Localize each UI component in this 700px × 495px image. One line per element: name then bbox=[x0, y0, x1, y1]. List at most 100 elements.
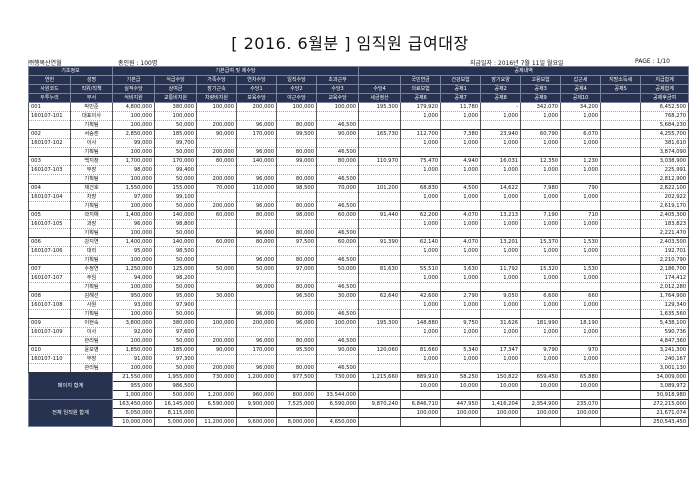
amount-cell: 1,000 bbox=[480, 111, 522, 121]
amount-cell bbox=[600, 129, 642, 139]
amount-cell: 80,000 bbox=[236, 210, 277, 220]
amount-cell bbox=[600, 399, 642, 409]
amount-cell bbox=[358, 111, 402, 121]
row-id-cell: 007 bbox=[28, 264, 71, 274]
table-row: 기획팀 100,000 50,000 200,000 96,000 80,000 46,50… bbox=[28, 174, 690, 184]
header-row-2: 연번 성명 기본급 식급수당 가족수당 연차수당 일직수당 초과근무 국민연금 건강보험 장기요양 고… bbox=[28, 75, 690, 85]
amount-cell: 99,000 bbox=[112, 138, 155, 148]
amount-cell: 15,370 bbox=[520, 237, 562, 247]
amount-cell: 1,000 bbox=[480, 273, 522, 283]
header-pay-allowances: 기본급여 및 제수당 bbox=[111, 66, 360, 76]
header-cell: 두투누리 bbox=[28, 93, 71, 103]
amount-cell bbox=[600, 120, 642, 130]
amount-cell: 6,846,710 bbox=[400, 399, 442, 409]
amount-cell bbox=[600, 174, 642, 184]
amount-cell: 1,000 bbox=[440, 111, 482, 121]
amount-cell: 80,000 bbox=[276, 309, 317, 319]
amount-cell: 80,000 bbox=[276, 147, 317, 157]
amount-cell bbox=[400, 309, 442, 319]
header-cell: 공제1 bbox=[440, 84, 482, 94]
header-cell: 상여금 bbox=[154, 84, 197, 94]
amount-cell: 50,000 bbox=[154, 120, 197, 130]
amount-cell: 95,000 bbox=[112, 246, 155, 256]
amount-cell: 97,500 bbox=[276, 237, 317, 247]
amount-cell: 1,550,000 bbox=[112, 183, 155, 193]
table-row: 160107-106 대리 95,000 98,500 1,000 1,000 1,000 1… bbox=[28, 246, 690, 256]
amount-cell bbox=[315, 408, 360, 418]
header-cell: 세금정산 bbox=[358, 93, 402, 103]
header-cell: 실적수당 bbox=[112, 84, 155, 94]
amount-cell bbox=[600, 183, 642, 193]
amount-cell: 1,000 bbox=[520, 327, 562, 337]
amount-cell: 96,000 bbox=[236, 120, 277, 130]
row-id-cell: 160107-103 bbox=[28, 165, 71, 175]
page-number: PAGE : 1/10 bbox=[635, 58, 670, 65]
row-id-cell: 001 bbox=[28, 102, 71, 112]
amount-cell: 98,500 bbox=[154, 246, 197, 256]
amount-cell bbox=[600, 381, 642, 391]
row-id-cell bbox=[28, 363, 71, 373]
amount-cell: 90,000 bbox=[315, 345, 360, 355]
amount-cell: 986,500 bbox=[154, 381, 197, 391]
amount-cell: 80,000 bbox=[276, 363, 317, 373]
amount-cell: 30,918,980 bbox=[640, 390, 690, 400]
amount-cell: 3,874,090 bbox=[640, 147, 690, 157]
header-cell: 공제10 bbox=[560, 93, 602, 103]
amount-cell bbox=[520, 363, 562, 373]
amount-cell: 100,000 bbox=[112, 255, 155, 265]
amount-cell: 75,470 bbox=[400, 156, 442, 166]
amount-cell: 16,145,000 bbox=[154, 399, 197, 409]
amount-cell: 4,940 bbox=[440, 156, 482, 166]
amount-cell: 1,000 bbox=[560, 246, 602, 256]
amount-cell bbox=[440, 255, 482, 265]
amount-cell: 100,000 bbox=[315, 102, 360, 112]
amount-cell: 10,000 bbox=[480, 381, 522, 391]
amount-cell: 110,970 bbox=[358, 156, 402, 166]
header-cell: 일직수당 bbox=[276, 75, 317, 85]
table-row: 004 채건호 1,550,000 155,000 70,000 110,000 98,50… bbox=[28, 183, 690, 193]
amount-cell: 50,000 bbox=[154, 336, 197, 346]
amount-cell bbox=[358, 120, 402, 130]
amount-cell bbox=[600, 192, 642, 202]
amount-cell: 50,000 bbox=[154, 174, 197, 184]
amount-cell bbox=[358, 309, 402, 319]
amount-cell bbox=[236, 300, 277, 310]
amount-cell: 2,221,470 bbox=[640, 228, 690, 238]
amount-cell: 50,000 bbox=[154, 255, 197, 265]
amount-cell: 1,000 bbox=[520, 192, 562, 202]
amount-cell bbox=[276, 138, 317, 148]
amount-cell: 10,000,000 bbox=[112, 417, 155, 427]
amount-cell bbox=[196, 246, 237, 256]
amount-cell: 10,000 bbox=[560, 381, 602, 391]
amount-cell bbox=[276, 327, 317, 337]
row-id-cell bbox=[28, 120, 71, 130]
amount-cell: 50,000 bbox=[236, 264, 277, 274]
amount-cell: 1,000 bbox=[520, 111, 562, 121]
amount-cell bbox=[358, 192, 402, 202]
amount-cell: 96,500 bbox=[276, 291, 317, 301]
header-cell: 공제5 bbox=[600, 84, 642, 94]
row-name-cell: 기획팀 bbox=[70, 282, 113, 292]
amount-cell: 3,800,000 bbox=[112, 318, 155, 328]
amount-cell: 70,000 bbox=[315, 183, 360, 193]
amount-cell bbox=[560, 390, 602, 400]
amount-cell: 200,000 bbox=[196, 147, 237, 157]
amount-cell bbox=[600, 372, 642, 382]
amount-cell: 80,000 bbox=[315, 156, 360, 166]
row-id-cell bbox=[28, 174, 71, 184]
amount-cell: 140,000 bbox=[236, 156, 277, 166]
amount-cell bbox=[520, 390, 562, 400]
header-cell: 사원코드 bbox=[28, 84, 71, 94]
amount-cell: 6,600 bbox=[520, 291, 562, 301]
header-cell: 야근수당 bbox=[276, 93, 317, 103]
amount-cell bbox=[276, 354, 317, 364]
amount-cell: 970 bbox=[560, 345, 602, 355]
amount-cell: 2,850,000 bbox=[112, 129, 155, 139]
amount-cell: 100,000 bbox=[112, 282, 155, 292]
amount-cell bbox=[315, 273, 360, 283]
amount-cell: 1,000 bbox=[480, 219, 522, 229]
amount-cell: 1,000 bbox=[480, 246, 522, 256]
amount-cell: 185,000 bbox=[154, 129, 197, 139]
amount-cell: 5,050,000 bbox=[112, 408, 155, 418]
